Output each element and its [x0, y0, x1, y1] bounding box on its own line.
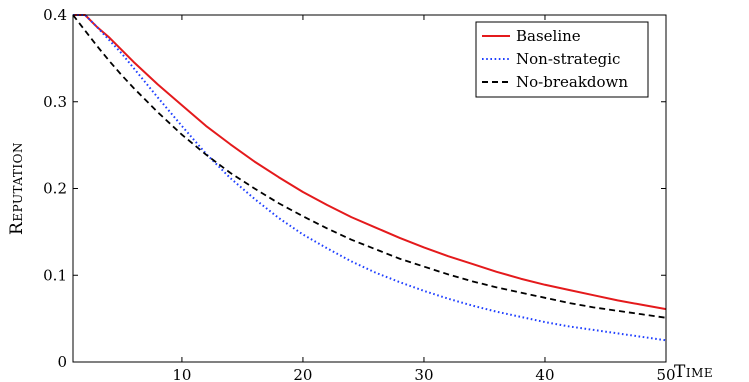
- legend-label: Baseline: [516, 27, 581, 45]
- y-axis-title: Reputation: [7, 142, 27, 235]
- legend-box: [475, 21, 649, 98]
- series-layer: [72, 14, 667, 342]
- x-axis-title: Time: [674, 362, 713, 382]
- x-tick-label: 30: [414, 366, 433, 382]
- x-tick-label: 20: [293, 366, 312, 382]
- ticks-layer: 10 20 30 40 50 0 0.1 0.2 0.3 0.4: [43, 6, 675, 382]
- x-tick-label: 10: [172, 366, 191, 382]
- y-tick-label: 0.2: [43, 180, 67, 198]
- x-tick-label: 40: [535, 366, 554, 382]
- series-line-baseline: [73, 14, 667, 311]
- x-tick-label: 50: [656, 366, 675, 382]
- series-line-no-breakdown: [72, 14, 667, 319]
- y-tick-label: 0.1: [43, 266, 67, 284]
- legend-label: Non-strategic: [516, 50, 620, 68]
- y-tick-label: 0.4: [43, 6, 67, 24]
- y-tick-label: 0.3: [43, 93, 67, 111]
- legend-label: No-breakdown: [516, 73, 628, 91]
- legend: Baseline Non-strategic No-breakdown: [475, 21, 649, 98]
- y-tick-label: 0: [57, 353, 67, 371]
